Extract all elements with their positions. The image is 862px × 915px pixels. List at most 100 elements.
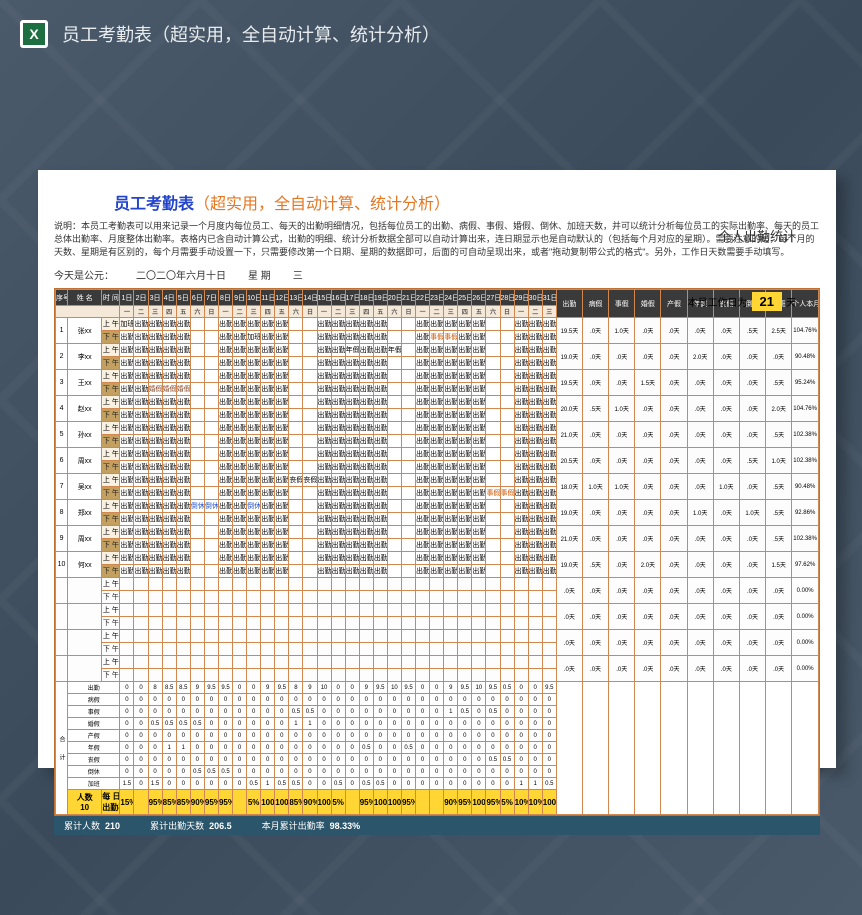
col-wk-25: 四 bbox=[458, 306, 472, 318]
cell: 出勤 bbox=[275, 474, 289, 487]
sum-val: 0 bbox=[444, 766, 458, 778]
sum-val: 0 bbox=[289, 694, 303, 706]
cell: 出勤 bbox=[373, 487, 387, 500]
emp-stat: .0天 bbox=[582, 526, 608, 552]
emp-stat: .0天 bbox=[635, 422, 661, 448]
col-wk-18: 四 bbox=[359, 306, 373, 318]
sum-val: 0 bbox=[120, 730, 134, 742]
cell: 出勤 bbox=[162, 331, 176, 344]
cell: 出勤 bbox=[247, 422, 261, 435]
cell: 出勤 bbox=[233, 474, 247, 487]
sum-val: 10 bbox=[387, 682, 401, 694]
cell: 出勤 bbox=[261, 487, 275, 500]
cell: 出勤 bbox=[233, 513, 247, 526]
sum-val: 0 bbox=[458, 742, 472, 754]
cell: 出勤 bbox=[458, 409, 472, 422]
sum-val: 0 bbox=[542, 718, 556, 730]
cell: 出勤 bbox=[233, 500, 247, 513]
emp-stat: .0天 bbox=[609, 370, 635, 396]
ampm-am: 上 午 bbox=[102, 370, 120, 383]
cell: 出勤 bbox=[528, 552, 542, 565]
sum-val: 0 bbox=[430, 706, 444, 718]
emp-stat: 21.0天 bbox=[556, 422, 582, 448]
cell bbox=[303, 526, 317, 539]
sum-val: 0 bbox=[528, 766, 542, 778]
cell: 婚假 bbox=[176, 383, 190, 396]
cell: 出勤 bbox=[317, 448, 331, 461]
sum-val: 0 bbox=[373, 694, 387, 706]
sum-val: 0 bbox=[514, 754, 528, 766]
sum-val: 0 bbox=[430, 730, 444, 742]
cell: 出勤 bbox=[416, 487, 430, 500]
cell: 出勤 bbox=[148, 552, 162, 565]
sum-val: 0 bbox=[401, 754, 415, 766]
emp-idx: 10 bbox=[56, 552, 68, 578]
cell: 出勤 bbox=[176, 422, 190, 435]
attendance-table: 序号姓 名时 间1日2日3日4日5日6日7日8日9日10日11日12日13日14… bbox=[55, 289, 819, 815]
rate-val: 10% bbox=[528, 790, 542, 815]
sum-val: 0.5 bbox=[486, 706, 500, 718]
cell: 出勤 bbox=[275, 383, 289, 396]
cell: 出勤 bbox=[514, 565, 528, 578]
col-wk-31: 三 bbox=[542, 306, 556, 318]
cell: 出勤 bbox=[458, 448, 472, 461]
cell: 出勤 bbox=[275, 422, 289, 435]
cell: 出勤 bbox=[162, 513, 176, 526]
cell: 出勤 bbox=[528, 461, 542, 474]
cell: 出勤 bbox=[430, 409, 444, 422]
sum-val: 0 bbox=[486, 694, 500, 706]
sum-val: 0 bbox=[204, 778, 218, 790]
emp-stat: 19.5天 bbox=[556, 318, 582, 344]
emp-stat: .0天 bbox=[687, 396, 713, 422]
col-wk-16: 二 bbox=[331, 306, 345, 318]
sum-val: 0 bbox=[204, 754, 218, 766]
sum-val: 0 bbox=[162, 766, 176, 778]
sum-val: 0 bbox=[190, 778, 204, 790]
sum-val: 0 bbox=[148, 766, 162, 778]
sum-val: 0 bbox=[345, 694, 359, 706]
sum-val: 0 bbox=[528, 682, 542, 694]
rate-val: 90% bbox=[444, 790, 458, 815]
cell: 出勤 bbox=[218, 487, 232, 500]
sum-val: 0 bbox=[345, 682, 359, 694]
ampm-pm: 下 午 bbox=[102, 513, 120, 526]
sum-val: 0.5 bbox=[162, 718, 176, 730]
col-idx: 序号 bbox=[56, 290, 68, 306]
sum-val: 0 bbox=[190, 706, 204, 718]
cell: 出勤 bbox=[148, 539, 162, 552]
sum-label: 产假 bbox=[68, 730, 120, 742]
sum-val: 0 bbox=[514, 706, 528, 718]
emp-stat: .5天 bbox=[766, 474, 792, 500]
rate-label: 每 日出勤率 bbox=[102, 790, 120, 815]
cell: 出勤 bbox=[542, 461, 556, 474]
sum-val: 0 bbox=[387, 754, 401, 766]
sum-val: 0.5 bbox=[331, 778, 345, 790]
cell: 出勤 bbox=[247, 409, 261, 422]
col-wk-8: 一 bbox=[218, 306, 232, 318]
cell: 出勤 bbox=[120, 383, 134, 396]
cell: 出勤 bbox=[176, 552, 190, 565]
emp-name: 何xx bbox=[68, 552, 102, 578]
cell: 出勤 bbox=[218, 552, 232, 565]
cell: 出勤 bbox=[247, 539, 261, 552]
cell: 出勤 bbox=[134, 331, 148, 344]
cell: 出勤 bbox=[162, 526, 176, 539]
cell: 出勤 bbox=[134, 474, 148, 487]
col-wk-24: 三 bbox=[444, 306, 458, 318]
cell: 出勤 bbox=[233, 435, 247, 448]
cell: 出勤 bbox=[373, 357, 387, 370]
cell bbox=[190, 396, 204, 409]
cell: 出勤 bbox=[472, 448, 486, 461]
sum-val: 0 bbox=[247, 754, 261, 766]
cell bbox=[289, 370, 303, 383]
cell: 出勤 bbox=[514, 461, 528, 474]
sum-val: 0 bbox=[233, 766, 247, 778]
cell bbox=[303, 357, 317, 370]
sum-val: 0 bbox=[162, 694, 176, 706]
cell: 出勤 bbox=[275, 487, 289, 500]
cell: 出勤 bbox=[261, 448, 275, 461]
sum-val: 0 bbox=[275, 718, 289, 730]
emp-row-top: 2李xx上 午出勤出勤出勤出勤出勤出勤出勤出勤出勤出勤出勤出勤年假出勤出勤年假出… bbox=[56, 344, 819, 357]
rate-val: 100% bbox=[542, 790, 556, 815]
cell: 丧假 bbox=[303, 474, 317, 487]
